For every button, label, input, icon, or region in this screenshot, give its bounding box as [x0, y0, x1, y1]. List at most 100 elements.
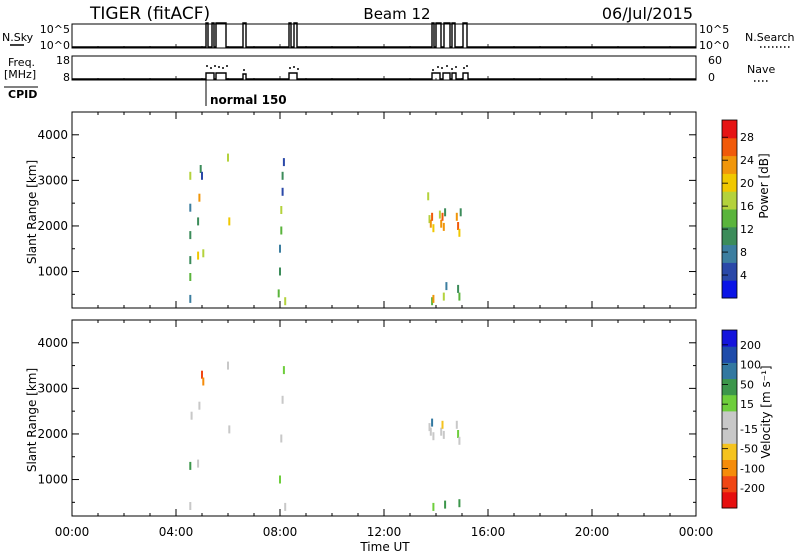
power-cell: [432, 224, 435, 233]
power-cell: [189, 294, 192, 303]
power-cell: [459, 208, 462, 217]
colorbar-tick-label: -100: [740, 462, 765, 475]
time-x-axis: 00:00 04:00 08:00 12:00 16:00 20:00 00:00: [55, 44, 713, 539]
velocity-cell: [227, 361, 229, 370]
velocity-cell: [431, 418, 434, 427]
velocity-colorbar: -200 -100 -50 -15 15 50 100 200: [721, 329, 765, 509]
power-cell: [280, 206, 283, 214]
colorbar-tick-label: -200: [740, 482, 765, 495]
power-cell: [438, 210, 441, 219]
power-colorbar-segment: [722, 120, 737, 139]
nsearch-tick-high: 10^5: [699, 23, 729, 36]
power-cell: [197, 251, 200, 260]
velocity-colorbar-segment: [722, 394, 737, 412]
velocity-cell: [189, 461, 192, 470]
power-cell: [429, 219, 432, 228]
nsearch-tick-low: 10^0: [699, 39, 729, 52]
velocity-cell: [432, 502, 435, 511]
colorbar-tick-label: 16: [740, 200, 754, 213]
nave-tick-high: 60: [708, 54, 722, 67]
velocity-colorbar-segment: [722, 410, 737, 428]
power-panel: 1000 2000 3000 4000 Slant Range [km] 4 8 12 16…: [25, 111, 771, 309]
power-cell: [281, 171, 284, 180]
x-axis-label: Time UT: [359, 540, 410, 554]
x-tick-label: 00:00: [55, 525, 90, 539]
cpid-row: CPID normal 150: [4, 80, 287, 107]
velocity-cell: [457, 430, 460, 438]
power-axis-ticks: 1000 2000 3000 4000: [37, 112, 697, 308]
velocity-colorbar-segment: [722, 475, 737, 493]
freq-panel: Freq. [MHz] 18 8 60 0 Nave: [4, 54, 775, 84]
velocity-cell: [280, 434, 283, 443]
power-cell: [280, 226, 283, 235]
velocity-colorbar-segment: [722, 378, 737, 396]
y-tick-label: 2000: [37, 427, 68, 441]
colorbar-tick-label: -50: [740, 443, 758, 456]
power-cell: [458, 228, 461, 237]
velocity-cell: [458, 436, 461, 445]
power-colorbar-segment: [722, 191, 737, 210]
nave-label: Nave: [747, 63, 775, 76]
colorbar-tick-label: 200: [740, 339, 761, 352]
power-cell: [441, 212, 444, 221]
power-colorbar: 4 8 12 16 20 24 28: [721, 119, 754, 299]
velocity-cell: [455, 420, 458, 429]
y-tick-label: 2000: [37, 219, 68, 233]
power-plot-frame: [71, 111, 697, 309]
power-cell: [277, 289, 280, 298]
power-colorbar-segment: [722, 209, 737, 228]
colorbar-tick-label: 50: [740, 378, 754, 391]
velocity-colorbar-segment: [722, 427, 737, 444]
velocity-cell: [197, 459, 200, 468]
power-cells: [189, 153, 462, 306]
velocity-colorbar-segment: [722, 459, 737, 477]
velocity-cell: [428, 423, 431, 432]
date-label: 06/Jul/2015: [602, 4, 693, 23]
power-cell: [457, 222, 460, 230]
power-cell: [227, 153, 229, 162]
power-colorbar-frame: [721, 119, 738, 299]
cpid-label: CPID: [8, 88, 37, 101]
power-cell: [445, 282, 448, 291]
power-cell: [281, 187, 284, 196]
power-cell: [199, 165, 202, 173]
colorbar-tick-label: 8: [740, 246, 747, 259]
velocity-cell: [228, 425, 231, 434]
nsky-label: N.Sky: [2, 31, 34, 44]
velocity-colorbar-segment: [722, 491, 737, 509]
power-colorbar-label: Power [dB]: [757, 153, 771, 218]
radar-title: TIGER (fitACF): [89, 4, 210, 24]
velocity-cell: [198, 401, 201, 410]
velocity-cells: [189, 361, 461, 511]
power-colorbar-segment: [722, 137, 737, 157]
power-cell: [444, 208, 447, 217]
freq-trace: [72, 72, 696, 80]
x-tick-label: 16:00: [471, 525, 506, 539]
power-cell: [457, 284, 460, 293]
y-tick-label: 3000: [37, 381, 68, 395]
y-tick-label: 1000: [37, 265, 68, 279]
power-cell: [442, 292, 445, 301]
x-tick-label: 12:00: [367, 525, 402, 539]
velocity-cell: [441, 420, 444, 429]
nsky-trace: [72, 22, 696, 48]
power-cell: [189, 256, 192, 265]
power-cell: [427, 192, 430, 201]
nsky-tick-low: 10^0: [40, 39, 70, 52]
power-cell: [201, 171, 203, 180]
power-colorbar-segment: [722, 173, 737, 192]
x-tick-label: 08:00: [263, 525, 298, 539]
velocity-cell: [432, 432, 435, 441]
colorbar-tick-label: -15: [740, 423, 758, 436]
power-cell: [202, 249, 205, 258]
power-cell: [189, 203, 192, 212]
power-cell: [189, 231, 192, 240]
power-cell: [279, 244, 281, 253]
power-cell: [189, 171, 192, 180]
power-cell: [431, 297, 434, 306]
power-cell: [428, 215, 431, 224]
velocity-colorbar-frame: [721, 329, 738, 509]
velocity-cell: [429, 427, 432, 436]
velocity-cell: [201, 370, 203, 379]
velocity-cell: [202, 377, 205, 386]
